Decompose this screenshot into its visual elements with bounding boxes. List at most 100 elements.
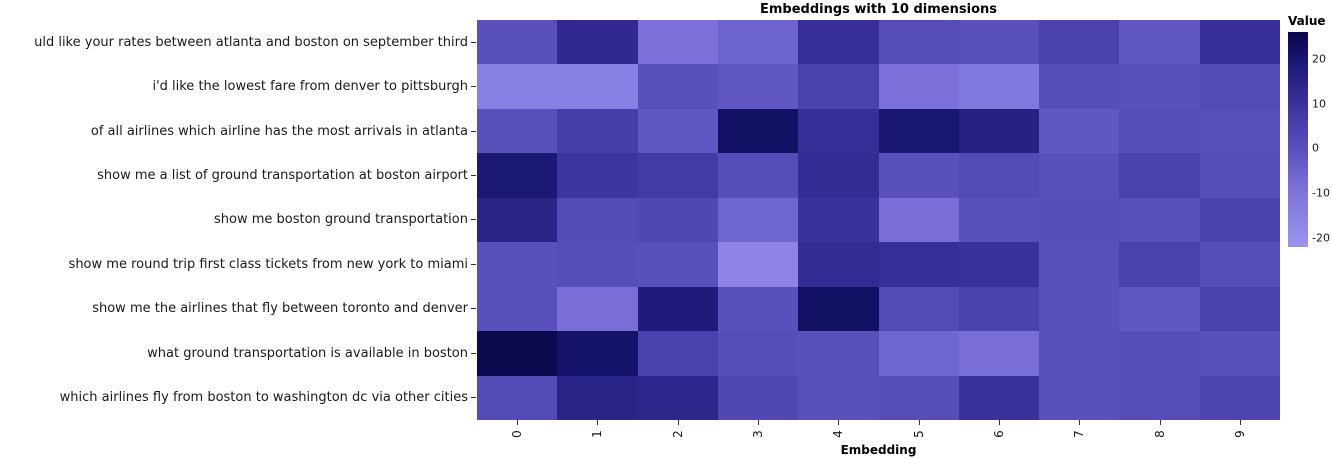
heatmap-cell bbox=[1199, 242, 1280, 287]
heatmap-cell bbox=[878, 375, 959, 420]
heatmap-cell bbox=[1199, 64, 1280, 109]
heatmap-cell bbox=[717, 108, 799, 154]
heatmap-cell bbox=[477, 286, 558, 332]
heatmap-cell bbox=[958, 20, 1040, 65]
heatmap-cell bbox=[477, 331, 558, 376]
heatmap-cell bbox=[878, 197, 959, 243]
row-label: show me round trip first class tickets f… bbox=[0, 242, 477, 286]
row-label: show me a list of ground transportation … bbox=[0, 153, 477, 197]
heatmap-cell bbox=[1199, 286, 1280, 332]
heatmap-cell bbox=[1039, 64, 1120, 109]
heatmap-cell bbox=[1199, 20, 1280, 65]
heatmap-cell bbox=[958, 331, 1040, 376]
heatmap-cell bbox=[477, 108, 558, 154]
heatmap-cell bbox=[878, 20, 959, 65]
heatmap-cell bbox=[557, 286, 638, 332]
heatmap-cell bbox=[637, 331, 718, 376]
heatmap-cell bbox=[717, 153, 799, 198]
heatmap-cell bbox=[637, 242, 718, 287]
row-label: of all airlines which airline has the mo… bbox=[0, 109, 477, 153]
colorbar-body: 20 10 0 -10 -20 bbox=[1288, 32, 1332, 247]
heatmap-cell bbox=[878, 286, 959, 332]
heatmap-cell bbox=[557, 64, 638, 109]
heatmap-cell bbox=[878, 108, 959, 154]
heatmap-cell bbox=[1039, 286, 1120, 332]
colorbar-title: Value bbox=[1288, 14, 1326, 28]
heatmap-cell bbox=[717, 64, 799, 109]
colorbar-tick-label: 10 bbox=[1312, 97, 1326, 111]
x-tick-label: 1 bbox=[590, 430, 605, 438]
x-tick-label: 9 bbox=[1232, 430, 1247, 438]
heatmap-cell bbox=[1119, 20, 1200, 65]
chart-title: Embeddings with 10 dimensions bbox=[759, 2, 997, 17]
x-tick-label: 0 bbox=[510, 430, 525, 438]
y-axis-labels: uld like your rates between atlanta and … bbox=[0, 20, 477, 420]
heatmap-cell bbox=[798, 153, 879, 198]
heatmap-cell bbox=[557, 153, 638, 198]
heatmap-cell bbox=[717, 242, 799, 287]
x-tick-label: 6 bbox=[991, 430, 1006, 438]
heatmap-cell bbox=[1119, 197, 1200, 243]
row-label: show me boston ground transportation bbox=[0, 198, 477, 242]
heatmap-cell bbox=[477, 153, 558, 198]
colorbar: Value 20 10 0 -10 -20 bbox=[1288, 14, 1332, 264]
heatmap-cell bbox=[637, 20, 718, 65]
heatmap-cell bbox=[958, 286, 1040, 332]
row-label: i'd like the lowest fare from denver to … bbox=[0, 64, 477, 108]
heatmap-cell bbox=[477, 64, 558, 109]
heatmap-cell bbox=[1039, 153, 1120, 198]
heatmap-cell bbox=[1119, 64, 1200, 109]
heatmap-cell bbox=[557, 331, 638, 376]
heatmap-cell bbox=[878, 153, 959, 198]
heatmap-cell bbox=[1039, 20, 1120, 65]
heatmap-cell bbox=[1119, 242, 1200, 287]
heatmap-cell bbox=[1119, 153, 1200, 198]
x-tick-label: 8 bbox=[1152, 430, 1167, 438]
heatmap-cell bbox=[798, 375, 879, 420]
heatmap-cell bbox=[878, 331, 959, 376]
colorbar-tick-label: 0 bbox=[1312, 141, 1319, 155]
heatmap-cell bbox=[717, 197, 799, 243]
heatmap-cell bbox=[798, 286, 879, 332]
heatmap-cell bbox=[717, 331, 799, 376]
heatmap-cell bbox=[557, 242, 638, 287]
heatmap-cell bbox=[717, 375, 799, 420]
heatmap-cell bbox=[477, 375, 558, 420]
x-tick-label: 7 bbox=[1072, 430, 1087, 438]
heatmap-cell bbox=[798, 64, 879, 109]
heatmap-cell bbox=[798, 242, 879, 287]
heatmap-cell bbox=[637, 108, 718, 154]
heatmap-cell bbox=[1039, 242, 1120, 287]
colorbar-gradient bbox=[1288, 32, 1308, 247]
heatmap-cell bbox=[637, 153, 718, 198]
colorbar-tick-label: -20 bbox=[1312, 231, 1330, 245]
heatmap-cell bbox=[477, 197, 558, 243]
x-axis-label: Embedding bbox=[840, 443, 917, 457]
heatmap-cell bbox=[1039, 331, 1120, 376]
heatmap-cell bbox=[1199, 153, 1280, 198]
row-label: which airlines fly from boston to washin… bbox=[0, 376, 477, 420]
heatmap-cell bbox=[1199, 331, 1280, 376]
heatmap-cell bbox=[958, 64, 1040, 109]
heatmap-cell bbox=[637, 375, 718, 420]
heatmap-grid bbox=[477, 20, 1280, 420]
x-tick-labels: 0 1 2 3 4 5 6 7 8 9 bbox=[477, 426, 1280, 442]
heatmap-cell bbox=[1199, 108, 1280, 154]
row-label: what ground transportation is available … bbox=[0, 331, 477, 375]
heatmap-cell bbox=[1119, 286, 1200, 332]
heatmap-cell bbox=[717, 286, 799, 332]
heatmap-cell bbox=[878, 242, 959, 287]
heatmap-cell bbox=[1199, 197, 1280, 243]
row-label: show me the airlines that fly between to… bbox=[0, 287, 477, 331]
row-label: uld like your rates between atlanta and … bbox=[0, 20, 477, 64]
heatmap-cell bbox=[1039, 197, 1120, 243]
heatmap-cell bbox=[1119, 375, 1200, 420]
heatmap-cell bbox=[557, 108, 638, 154]
heatmap-cell bbox=[1119, 331, 1200, 376]
heatmap-cell bbox=[798, 108, 879, 154]
colorbar-tick-label: 20 bbox=[1312, 52, 1326, 66]
colorbar-tick-label: -10 bbox=[1312, 186, 1330, 200]
heatmap-cell bbox=[1039, 375, 1120, 420]
heatmap-cell bbox=[637, 64, 718, 109]
heatmap-cell bbox=[557, 197, 638, 243]
